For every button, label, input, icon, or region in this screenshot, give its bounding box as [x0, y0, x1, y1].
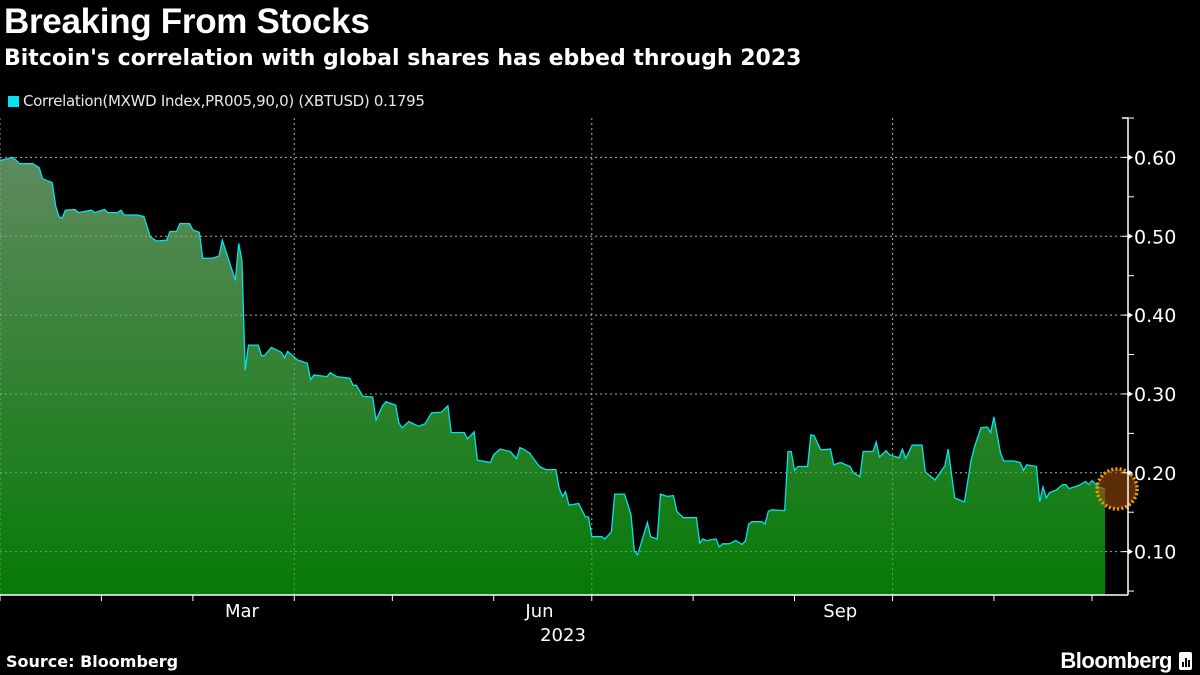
x-tick-label: Sep: [823, 601, 857, 622]
legend-swatch: [8, 95, 19, 107]
logo-text: Bloomberg: [1060, 648, 1172, 673]
y-tick-pointer: [1128, 312, 1133, 319]
legend: Correlation(MXWD Index,PR005,90,0) (XBTU…: [8, 92, 425, 110]
chart-subtitle: Bitcoin's correlation with global shares…: [4, 46, 802, 71]
y-tick-label: 0.50: [1134, 226, 1176, 248]
x-tick-label: Mar: [225, 601, 260, 622]
y-tick-pointer: [1128, 233, 1133, 240]
y-tick-pointer: [1128, 469, 1133, 476]
bloomberg-terminal-icon: [1179, 652, 1192, 670]
y-tick-pointer: [1128, 390, 1133, 397]
last-value-marker: [1095, 467, 1139, 511]
source-note: Source: Bloomberg: [6, 652, 179, 671]
chart-title: Breaking From Stocks: [4, 2, 370, 41]
y-tick-label: 0.10: [1134, 542, 1176, 564]
axes: [0, 117, 1134, 601]
tick-labels: 0.10 0.20 0.30 0.40 0.50 0.60 Mar Jun Sep 2023: [225, 147, 1176, 646]
y-tick-label: 0.20: [1134, 463, 1176, 485]
y-tick-label: 0.40: [1134, 305, 1176, 327]
legend-label: Correlation(MXWD Index,PR005,90,0) (XBTU…: [23, 92, 425, 110]
y-tick-pointer: [1128, 154, 1133, 161]
y-tick-pointer: [1128, 548, 1133, 555]
bloomberg-logo: Bloomberg: [1060, 648, 1192, 674]
x-tick-label: Jun: [524, 601, 553, 622]
y-tick-label: 0.30: [1134, 384, 1176, 406]
x-axis-label: 2023: [540, 625, 586, 646]
series-area: [0, 157, 1106, 595]
series-line: [0, 156, 1106, 557]
y-tick-label: 0.60: [1134, 147, 1176, 169]
